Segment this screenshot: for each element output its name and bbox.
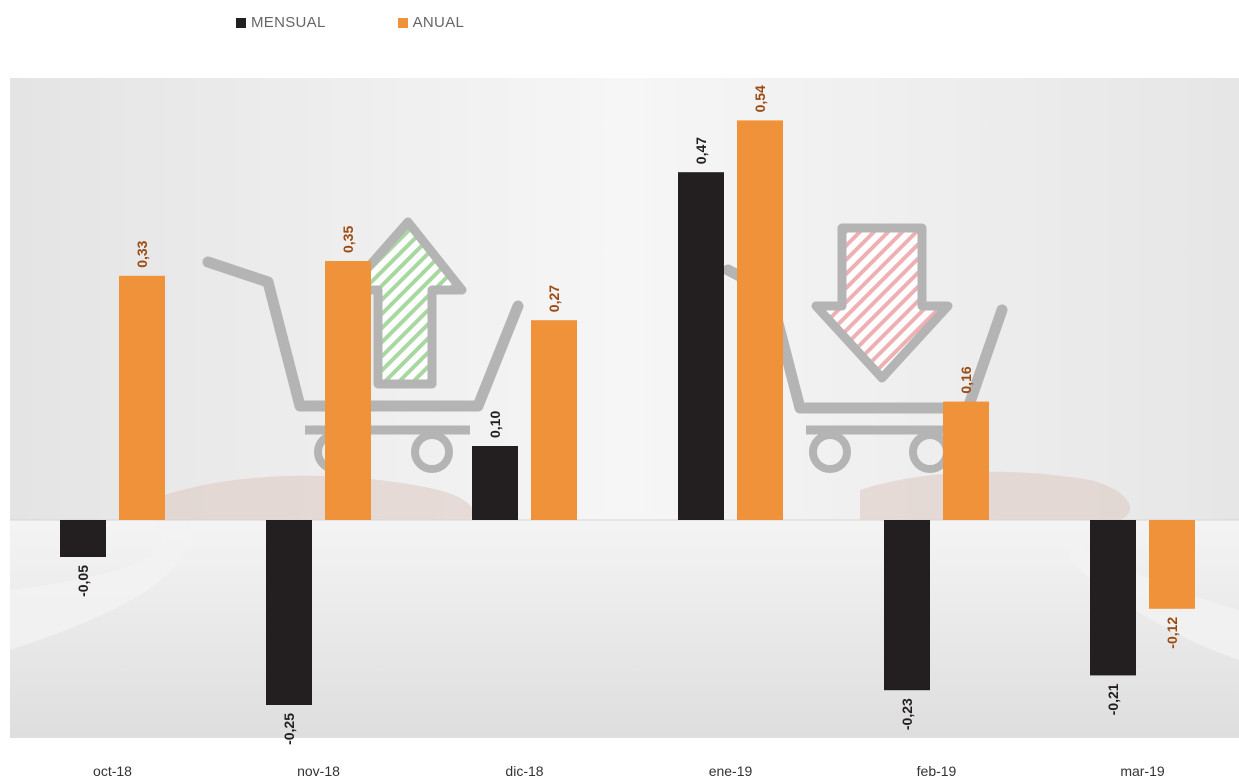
bar-mensual-dic-18 xyxy=(472,446,518,520)
bar-anual-feb-19 xyxy=(943,401,989,520)
shopping-cart-up-arrow-icon xyxy=(202,217,524,473)
x-tick-label-mar-19: mar-19 xyxy=(1120,763,1165,778)
legend-label-anual: ANUAL xyxy=(412,14,465,31)
legend-item-anual: ANUAL xyxy=(397,14,465,31)
data-label-anual-ene-19: 0,54 xyxy=(752,85,768,112)
x-tick-label-ene-19: ene-19 xyxy=(709,763,753,778)
legend-swatch-mensual xyxy=(236,17,246,28)
data-label-mensual-dic-18: 0,10 xyxy=(487,411,503,438)
bar-mensual-nov-18 xyxy=(266,520,312,705)
data-label-anual-feb-19: 0,16 xyxy=(958,366,974,393)
legend-label-mensual: MENSUAL xyxy=(251,14,326,31)
data-label-mensual-mar-19: -0,21 xyxy=(1105,683,1121,715)
data-label-mensual-feb-19: -0,23 xyxy=(899,698,915,730)
data-label-mensual-oct-18: -0,05 xyxy=(75,565,91,597)
data-label-mensual-nov-18: -0,25 xyxy=(281,713,297,745)
bar-anual-mar-19 xyxy=(1149,520,1195,609)
bars-group: -0,05 0,33 oct-18 -0,25 0,35 nov-18 0,10 0,27 di… xyxy=(60,85,1195,778)
data-label-anual-nov-18: 0,35 xyxy=(340,226,356,253)
legend: MENSUAL ANUAL xyxy=(236,14,464,31)
background-photo xyxy=(10,78,1239,738)
x-tick-label-oct-18: oct-18 xyxy=(93,763,132,778)
x-tick-label-dic-18: dic-18 xyxy=(505,763,543,778)
legend-swatch-anual xyxy=(397,17,408,28)
bar-anual-nov-18 xyxy=(325,261,371,520)
bar-anual-ene-19 xyxy=(737,120,783,521)
data-label-anual-dic-18: 0,27 xyxy=(546,285,562,312)
bar-anual-dic-18 xyxy=(531,320,577,520)
data-label-anual-mar-19: -0,12 xyxy=(1164,617,1180,649)
bar-mensual-mar-19 xyxy=(1090,520,1136,676)
bar-anual-oct-18 xyxy=(119,275,165,520)
x-tick-label-nov-18: nov-18 xyxy=(297,763,340,778)
data-label-anual-oct-18: 0,33 xyxy=(134,240,150,267)
data-label-mensual-ene-19: 0,47 xyxy=(693,137,709,164)
x-tick-label-feb-19: feb-19 xyxy=(917,763,957,778)
bar-mensual-feb-19 xyxy=(884,520,930,691)
bar-mensual-ene-19 xyxy=(678,172,724,520)
bar-mensual-oct-18 xyxy=(60,520,106,557)
legend-item-mensual: MENSUAL xyxy=(236,14,326,31)
